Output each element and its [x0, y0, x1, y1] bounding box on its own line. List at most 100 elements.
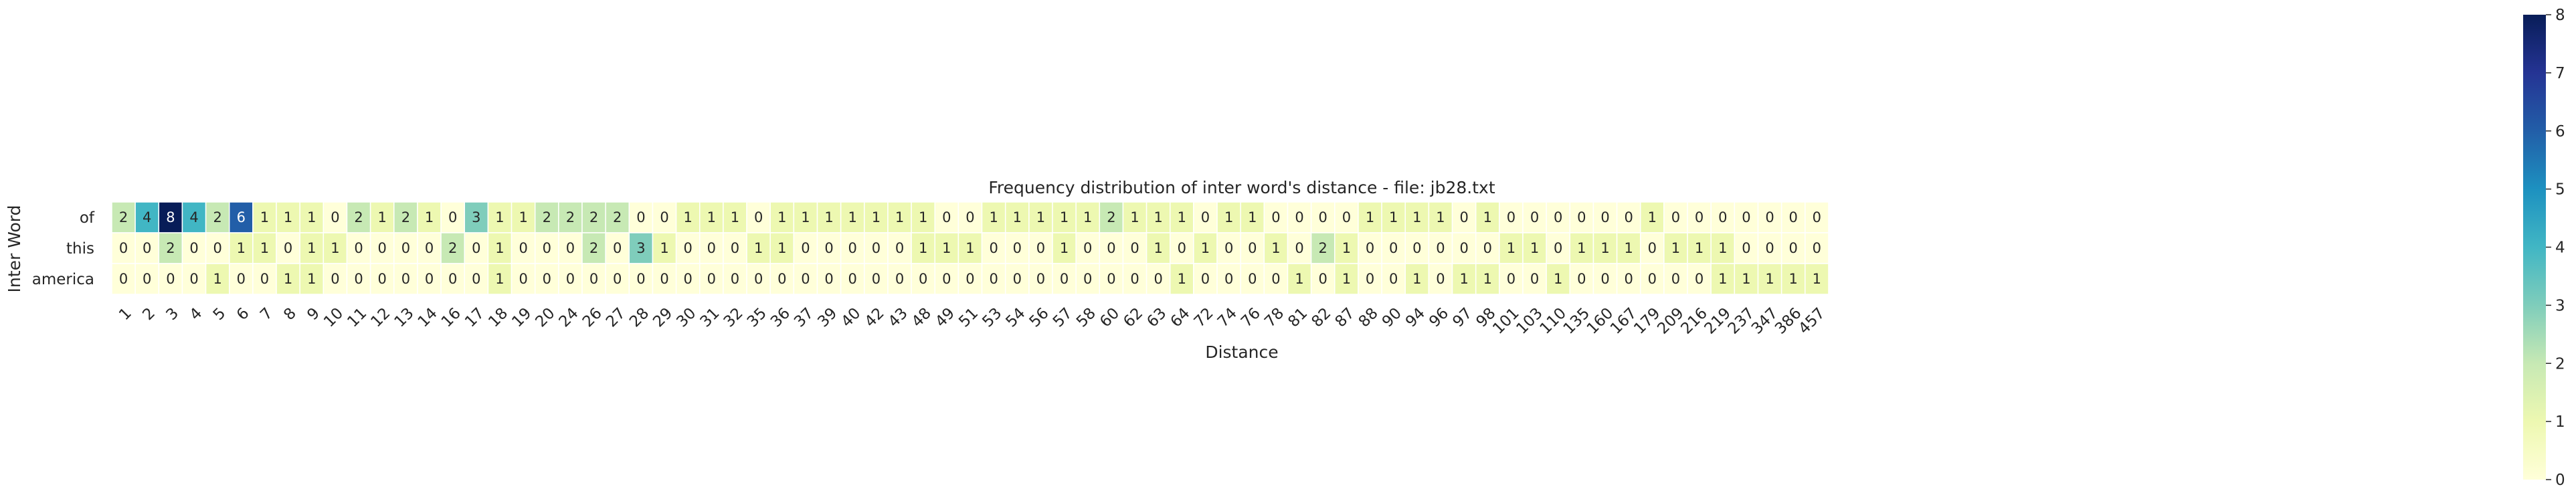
- cell-value-label: 1: [1060, 209, 1069, 225]
- cell-value-label: 0: [1013, 240, 1022, 256]
- cell-value-label: 1: [919, 240, 927, 256]
- column-tick-label: 90: [1379, 304, 1405, 330]
- cell-value-label: 0: [1530, 209, 1539, 225]
- heatmap-cell: [1216, 263, 1241, 295]
- heatmap-cell: [911, 263, 935, 295]
- heatmap-cell: [111, 201, 136, 233]
- cell-value-label: 1: [1342, 271, 1351, 287]
- cell-value-label: 1: [378, 209, 387, 225]
- colorbar-tick-label: 6: [2555, 123, 2565, 140]
- column-tick-label: 81: [1285, 304, 1311, 330]
- cell-value-label: 0: [683, 271, 692, 287]
- heatmap-cell: [1263, 201, 1289, 233]
- cell-value-label: 2: [566, 209, 575, 225]
- row-tick-labels: of this america: [32, 209, 95, 288]
- cell-value-label: 1: [495, 209, 504, 225]
- heatmap-cell: [816, 232, 842, 264]
- cell-value-label: 1: [1483, 271, 1492, 287]
- cell-value-label: 0: [754, 209, 763, 225]
- cell-value-label: 1: [213, 271, 221, 287]
- cell-value-label: 1: [1130, 209, 1139, 225]
- cell-value-label: 1: [1648, 209, 1657, 225]
- cell-value-label: 1: [1342, 240, 1351, 256]
- cell-value-label: 1: [331, 240, 339, 256]
- heatmap-cell: [1687, 263, 1712, 295]
- cell-value-label: 1: [1154, 209, 1162, 225]
- cell-value-label: 1: [731, 209, 739, 225]
- cell-value-label: 0: [566, 271, 575, 287]
- heatmap-cell: [440, 232, 465, 264]
- cell-value-label: 0: [613, 240, 622, 256]
- heatmap-cell: [1734, 263, 1759, 295]
- cell-value-label: 1: [1389, 209, 1398, 225]
- cell-value-label: 0: [1765, 209, 1774, 225]
- column-tick-label: 9: [304, 304, 323, 324]
- cell-value-label: 0: [1130, 240, 1139, 256]
- cell-value-label: 1: [919, 209, 927, 225]
- heatmap-cell: [1616, 263, 1641, 295]
- heatmap-cell: [1522, 263, 1547, 295]
- column-tick-label: 20: [532, 304, 558, 330]
- heatmap-cell: [1780, 201, 1806, 233]
- cell-value-label: 0: [589, 271, 598, 287]
- column-tick-label: 54: [1003, 304, 1029, 330]
- cell-value-label: 1: [237, 240, 246, 256]
- heatmap-cell: [323, 201, 348, 233]
- column-tick-label: 51: [955, 304, 982, 330]
- cell-value-label: 0: [378, 271, 387, 287]
- cell-value-label: 2: [589, 209, 598, 225]
- heatmap-cell: [111, 232, 136, 264]
- heatmap-cell: [229, 232, 254, 264]
- heatmap-cell: [181, 232, 207, 264]
- heatmap-cell: [699, 232, 724, 264]
- cell-value-label: 2: [354, 209, 363, 225]
- heatmap-cell: [1546, 263, 1571, 295]
- cell-value-label: 0: [119, 271, 128, 287]
- column-tick-label: 6: [234, 304, 253, 324]
- cell-value-label: 0: [1459, 209, 1468, 225]
- heatmap-cell: [1640, 232, 1665, 264]
- heatmap-cell: [464, 232, 489, 264]
- heatmap-cell: [1075, 201, 1101, 233]
- heatmap-cell: [652, 232, 677, 264]
- column-tick-label: 31: [697, 304, 723, 330]
- cell-value-label: 0: [731, 240, 739, 256]
- column-tick-label: 16: [438, 304, 464, 330]
- cell-value-label: 1: [824, 209, 833, 225]
- heatmap-cell: [1757, 263, 1782, 295]
- column-tick-label: 4: [187, 304, 206, 324]
- heatmap-cell: [1522, 201, 1547, 233]
- cell-value-label: 1: [1459, 271, 1468, 287]
- heatmap-cell: [957, 232, 983, 264]
- column-tick-label: 28: [626, 304, 652, 330]
- column-tick-label: 26: [579, 304, 606, 330]
- cell-value-label: 0: [1600, 209, 1609, 225]
- heatmap-cell: [1404, 232, 1430, 264]
- heatmap-cell: [1170, 201, 1194, 233]
- y-axis-label: Inter Word: [5, 205, 24, 293]
- cell-value-label: 0: [895, 240, 904, 256]
- heatmap-cell: [158, 263, 183, 295]
- cell-value-label: 1: [660, 240, 668, 256]
- heatmap-cell: [675, 232, 701, 264]
- cell-value-label: 0: [754, 271, 763, 287]
- cell-value-label: 0: [1577, 209, 1586, 225]
- cell-value-label: 0: [824, 271, 833, 287]
- cell-value-label: 1: [1671, 240, 1680, 256]
- heatmap-cell: [1075, 263, 1101, 295]
- heatmap-cell: [181, 263, 207, 295]
- colorbar: [2523, 15, 2546, 480]
- heatmap-cell: [1592, 201, 1618, 233]
- cell-value-label: 0: [636, 271, 645, 287]
- heatmap-cell: [1780, 232, 1806, 264]
- heatmap-cell: [252, 263, 277, 295]
- heatmap-cell: [1451, 232, 1477, 264]
- cell-value-label: 0: [378, 240, 387, 256]
- cell-value-label: 2: [613, 209, 622, 225]
- cell-value-label: 0: [425, 240, 434, 256]
- cell-value-label: 1: [1060, 240, 1069, 256]
- cell-value-label: 1: [307, 271, 316, 287]
- cell-value-label: 1: [1036, 209, 1045, 225]
- cell-value-label: 0: [1389, 240, 1398, 256]
- column-tick-label: 49: [932, 304, 958, 330]
